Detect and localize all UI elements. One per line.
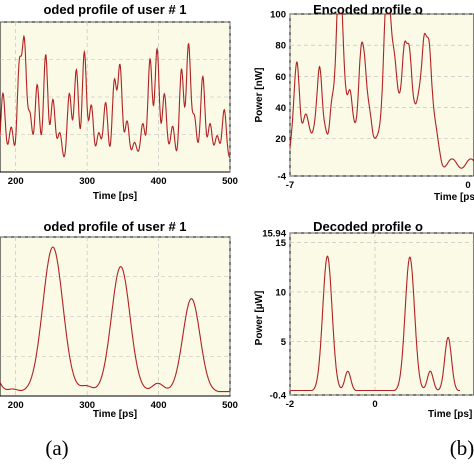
x-ticks: 200 300 400 500 <box>8 176 238 187</box>
y-tick-label: 40 <box>275 103 286 114</box>
grid <box>0 236 231 396</box>
y-axis-label: Power [nW] <box>254 68 265 123</box>
y-tick-label: 20 <box>275 134 286 145</box>
x-tick-label: 300 <box>79 400 95 411</box>
x-tick-label: 400 <box>151 176 167 187</box>
x-tick-label: 200 <box>8 176 24 187</box>
x-tick-label: 500 <box>222 176 238 187</box>
series-line <box>0 34 231 158</box>
y-axis-label: Power [µW] <box>254 291 265 346</box>
y-tick-label: -4 <box>278 172 287 183</box>
x-ticks: -2 0 <box>286 399 378 410</box>
x-tick-label: 400 <box>151 400 167 411</box>
series-line <box>289 13 474 169</box>
y-tick-label: 15.94 <box>262 229 286 240</box>
x-ticks: -7 0 <box>286 180 471 191</box>
x-tick-label: -7 <box>286 180 294 191</box>
x-ticks: 200 300 400 500 <box>8 400 238 411</box>
x-axis-label: Time [ps <box>434 192 474 203</box>
panel-label-a: (a) <box>45 436 68 460</box>
chart-title: oded profile of user # 1 <box>43 2 186 17</box>
chart-encoded-left: oded profile of user # 1 200 300 400 500 Ti… <box>0 2 238 202</box>
y-tick-label: 10 <box>275 287 286 298</box>
chart-title: Encoded profile o <box>313 2 423 17</box>
chart-title: oded profile of user # 1 <box>43 219 186 234</box>
panel-label-b: (b) <box>450 436 474 460</box>
x-axis-label: Time [ps] <box>93 191 137 202</box>
x-tick-label: -2 <box>286 399 294 410</box>
plot-area <box>289 232 474 396</box>
chart-decoded-left: oded profile of user # 1 200 300 400 500 Ti… <box>0 219 238 420</box>
x-axis-label: Time [ps] <box>428 409 472 420</box>
x-axis-label: Time [ps] <box>93 409 137 420</box>
y-tick-label: 100 <box>270 10 286 21</box>
y-tick-label: 60 <box>275 72 286 83</box>
chart-title: Decoded profile o <box>313 219 423 234</box>
series-line <box>0 246 230 393</box>
y-tick-label: 15 <box>275 238 286 249</box>
y-tick-label: -0.4 <box>270 391 287 402</box>
y-ticks: -4 20 40 60 80 100 <box>270 10 287 183</box>
x-tick-label: 300 <box>79 176 95 187</box>
chart-encoded-right: Encoded profile o -7 0 -4 20 40 60 80 100 Powe… <box>254 2 474 203</box>
y-tick-label: 80 <box>275 41 286 52</box>
series-line <box>290 255 460 392</box>
y-tick-label: 5 <box>281 337 287 348</box>
x-tick-label: 0 <box>465 180 470 191</box>
x-tick-label: 0 <box>372 399 377 410</box>
x-tick-label: 200 <box>8 400 24 411</box>
x-tick-label: 500 <box>222 400 238 411</box>
